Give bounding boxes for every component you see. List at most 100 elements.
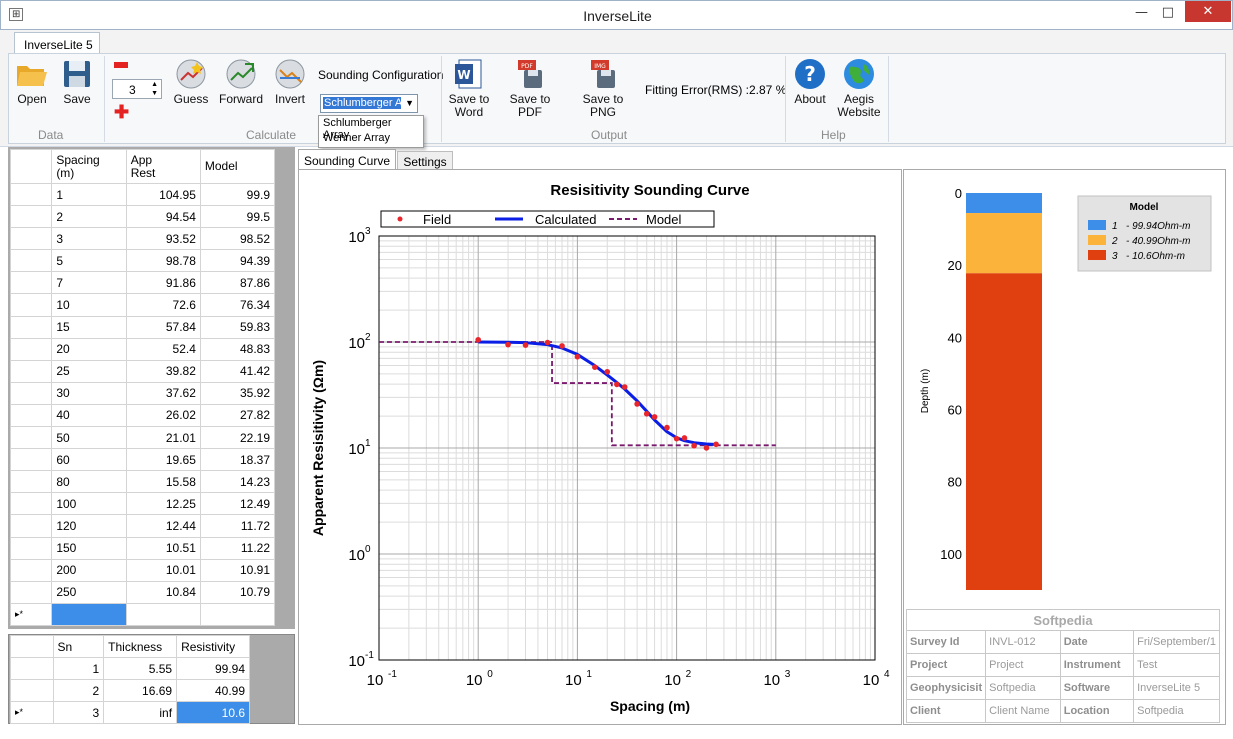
layers-stepper[interactable]: 3 ▲ ▼: [112, 79, 162, 99]
save-to-pdf-button[interactable]: PDF Save to PDF: [498, 58, 562, 119]
table-row[interactable]: 30 37.62 35.92: [9, 381, 276, 405]
row-header[interactable]: [9, 448, 53, 472]
invert-button[interactable]: Invert: [271, 58, 309, 106]
table-cell[interactable]: 72.6: [125, 293, 201, 317]
column-header[interactable]: Model: [199, 149, 276, 184]
table-row[interactable]: 60 19.65 18.37: [9, 448, 276, 472]
table-row[interactable]: 3 93.52 98.52: [9, 227, 276, 251]
row-header[interactable]: [9, 249, 53, 273]
table-row[interactable]: 10 72.6 76.34: [9, 293, 276, 317]
table-cell[interactable]: 11.22: [199, 536, 276, 560]
table-row[interactable]: 40 26.02 27.82: [9, 403, 276, 428]
table-cell[interactable]: 76.34: [199, 293, 276, 317]
field-data-table[interactable]: Spacing (m) App Rest Model 1 104.95 99.9 2 94.54 9…: [9, 149, 276, 626]
table-cell[interactable]: 21.01: [125, 426, 201, 450]
row-header[interactable]: [9, 514, 53, 538]
row-header[interactable]: [9, 403, 53, 428]
table-cell[interactable]: 99.94: [176, 657, 250, 681]
table-cell[interactable]: 250: [51, 580, 127, 604]
table-cell[interactable]: [125, 602, 201, 626]
table-cell[interactable]: 27.82: [199, 403, 276, 428]
table-row[interactable]: 200 10.01 10.91: [9, 558, 276, 582]
row-header[interactable]: [9, 205, 53, 229]
table-cell[interactable]: 10.51: [125, 536, 201, 560]
table-cell[interactable]: 20: [51, 337, 127, 361]
table-row[interactable]: 80 15.58 14.23: [9, 470, 276, 494]
table-row[interactable]: 150 10.51 11.22: [9, 536, 276, 560]
table-row[interactable]: 50 21.01 22.19: [9, 426, 276, 450]
row-header[interactable]: [9, 227, 53, 251]
table-cell[interactable]: inf: [103, 701, 178, 725]
row-header[interactable]: [9, 182, 53, 207]
column-header[interactable]: App Rest: [125, 149, 201, 184]
table-cell[interactable]: 5.55: [103, 657, 178, 681]
row-header[interactable]: [9, 558, 53, 582]
tab-settings[interactable]: Settings: [397, 151, 453, 170]
chevron-down-icon[interactable]: ▼: [405, 98, 414, 108]
column-header[interactable]: Thickness: [103, 634, 178, 659]
table-cell[interactable]: 10.79: [199, 580, 276, 604]
row-header[interactable]: [9, 580, 53, 604]
about-button[interactable]: ? About: [792, 58, 828, 106]
table-cell[interactable]: 2: [52, 679, 105, 703]
table-row[interactable]: 25 39.82 41.42: [9, 359, 276, 383]
table-cell[interactable]: 2: [51, 205, 127, 229]
table-cell[interactable]: 16.69: [103, 679, 178, 703]
table-row[interactable]: 1 104.95 99.9: [9, 182, 276, 207]
remove-layer-icon[interactable]: [114, 62, 128, 68]
option-schlumberger[interactable]: Schlumberger Array: [323, 117, 392, 141]
table-cell[interactable]: 94.39: [199, 249, 276, 273]
table-cell[interactable]: 10.6: [176, 701, 250, 725]
table-cell[interactable]: 99.5: [199, 205, 276, 229]
row-header[interactable]: [10, 657, 54, 681]
ribbon-tab-inverselite[interactable]: InverseLite 5: [14, 32, 100, 54]
table-row[interactable]: 250 10.84 10.79: [9, 580, 276, 604]
table-row[interactable]: 20 52.4 48.83: [9, 337, 276, 361]
tab-sounding-curve[interactable]: Sounding Curve: [298, 149, 396, 170]
table-cell[interactable]: 1: [52, 657, 105, 681]
row-header[interactable]: [10, 679, 54, 703]
table-cell[interactable]: [199, 602, 276, 626]
row-header[interactable]: [9, 337, 53, 361]
table-cell[interactable]: 52.4: [125, 337, 201, 361]
table-cell[interactable]: 100: [51, 492, 127, 516]
column-header[interactable]: Sn: [52, 634, 105, 659]
row-header[interactable]: [9, 359, 53, 383]
table-cell[interactable]: 10.91: [199, 558, 276, 582]
table-cell[interactable]: 14.23: [199, 470, 276, 494]
table-cell[interactable]: 10.01: [125, 558, 201, 582]
sounding-config-select[interactable]: Schlumberger A ▼: [320, 94, 418, 113]
stepper-arrows-icon[interactable]: ▲ ▼: [151, 81, 158, 97]
table-cell[interactable]: 35.92: [199, 381, 276, 405]
table-cell[interactable]: 10: [51, 293, 127, 317]
table-cell[interactable]: 40.99: [176, 679, 250, 703]
table-cell[interactable]: 39.82: [125, 359, 201, 383]
row-header[interactable]: [9, 492, 53, 516]
option-wenner[interactable]: Wenner Array: [323, 132, 391, 144]
table-cell[interactable]: 60: [51, 448, 127, 472]
table-cell[interactable]: 91.86: [125, 271, 201, 295]
table-cell[interactable]: 15.58: [125, 470, 201, 494]
table-row[interactable]: 5 98.78 94.39: [9, 249, 276, 273]
table-cell[interactable]: 37.62: [125, 381, 201, 405]
save-to-word-button[interactable]: W Save to Word: [446, 58, 492, 119]
table-cell[interactable]: 22.19: [199, 426, 276, 450]
save-button[interactable]: Save: [60, 58, 94, 106]
table-cell[interactable]: 93.52: [125, 227, 201, 251]
row-header[interactable]: [9, 426, 53, 450]
table-cell[interactable]: 5: [51, 249, 127, 273]
table-cell[interactable]: 1: [51, 182, 127, 207]
close-button[interactable]: ✕: [1185, 1, 1231, 22]
table-row[interactable]: 2 94.54 99.5: [9, 205, 276, 229]
table-row[interactable]: 120 12.44 11.72: [9, 514, 276, 538]
table-cell[interactable]: 59.83: [199, 315, 276, 339]
table-cell[interactable]: 98.78: [125, 249, 201, 273]
forward-button[interactable]: Forward: [218, 58, 264, 106]
table-cell[interactable]: 41.42: [199, 359, 276, 383]
table-cell[interactable]: 87.86: [199, 271, 276, 295]
table-cell[interactable]: 12.25: [125, 492, 201, 516]
table-cell[interactable]: 30: [51, 381, 127, 405]
table-cell[interactable]: 3: [51, 227, 127, 251]
table-cell[interactable]: 26.02: [125, 403, 201, 428]
column-header[interactable]: Resistivity: [176, 634, 250, 659]
